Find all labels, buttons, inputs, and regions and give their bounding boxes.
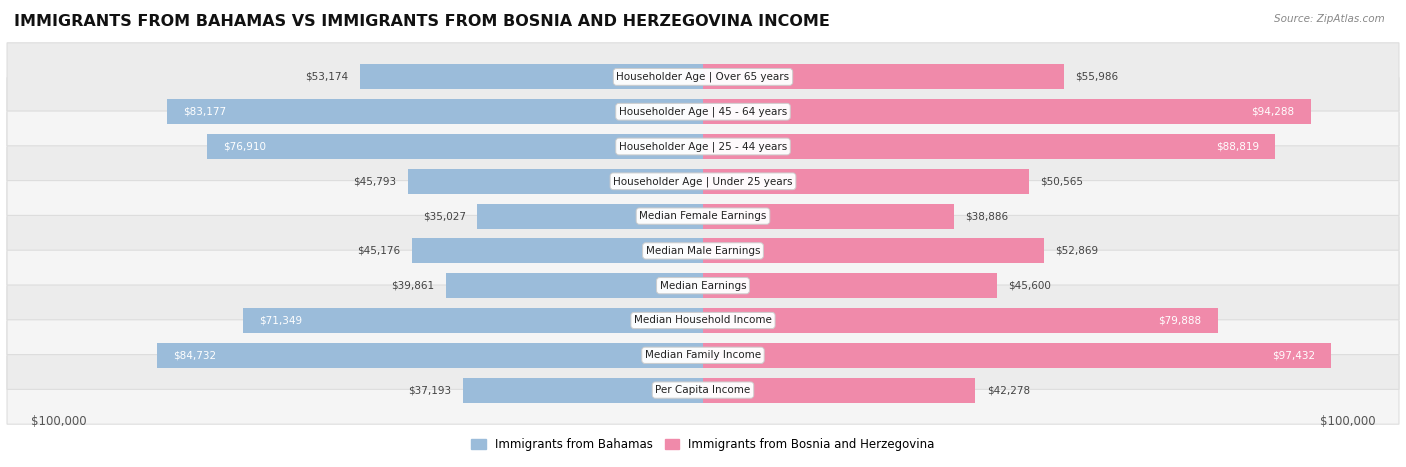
Text: Median Earnings: Median Earnings — [659, 281, 747, 290]
Text: $55,986: $55,986 — [1076, 72, 1119, 82]
FancyBboxPatch shape — [7, 217, 1399, 285]
Text: $50,565: $50,565 — [1040, 177, 1084, 186]
Bar — [412, 238, 703, 263]
Bar — [408, 169, 703, 194]
Bar — [703, 99, 1310, 124]
Text: $45,176: $45,176 — [357, 246, 401, 256]
Text: Median Family Income: Median Family Income — [645, 350, 761, 360]
Bar — [703, 204, 953, 229]
Text: $45,600: $45,600 — [1008, 281, 1052, 290]
Text: Per Capita Income: Per Capita Income — [655, 385, 751, 395]
FancyBboxPatch shape — [7, 356, 1399, 424]
Bar — [703, 377, 976, 403]
Bar — [207, 134, 703, 159]
Text: $38,886: $38,886 — [965, 211, 1008, 221]
Text: $37,193: $37,193 — [409, 385, 451, 395]
Text: Householder Age | 45 - 64 years: Householder Age | 45 - 64 years — [619, 106, 787, 117]
Text: Householder Age | Over 65 years: Householder Age | Over 65 years — [616, 71, 790, 82]
Text: Median Male Earnings: Median Male Earnings — [645, 246, 761, 256]
Text: $52,869: $52,869 — [1056, 246, 1098, 256]
Text: $45,793: $45,793 — [353, 177, 396, 186]
FancyBboxPatch shape — [7, 252, 1399, 320]
Text: $76,910: $76,910 — [224, 142, 267, 151]
Bar — [703, 64, 1064, 90]
Text: Source: ZipAtlas.com: Source: ZipAtlas.com — [1274, 14, 1385, 24]
Text: $71,349: $71,349 — [259, 316, 302, 325]
Text: $79,888: $79,888 — [1159, 316, 1202, 325]
FancyBboxPatch shape — [7, 43, 1399, 111]
Text: $35,027: $35,027 — [423, 211, 465, 221]
Text: $83,177: $83,177 — [183, 107, 226, 117]
Text: Householder Age | Under 25 years: Householder Age | Under 25 years — [613, 176, 793, 186]
Text: $84,732: $84,732 — [173, 350, 217, 360]
FancyBboxPatch shape — [7, 113, 1399, 181]
FancyBboxPatch shape — [7, 78, 1399, 146]
Bar — [167, 99, 703, 124]
Bar — [703, 343, 1331, 368]
FancyBboxPatch shape — [7, 182, 1399, 250]
Text: $88,819: $88,819 — [1216, 142, 1260, 151]
Bar — [703, 134, 1275, 159]
Bar — [360, 64, 703, 90]
Bar — [703, 308, 1218, 333]
Bar — [446, 273, 703, 298]
Text: $39,861: $39,861 — [391, 281, 434, 290]
Text: IMMIGRANTS FROM BAHAMAS VS IMMIGRANTS FROM BOSNIA AND HERZEGOVINA INCOME: IMMIGRANTS FROM BAHAMAS VS IMMIGRANTS FR… — [14, 14, 830, 29]
Bar — [477, 204, 703, 229]
Text: Median Female Earnings: Median Female Earnings — [640, 211, 766, 221]
Text: Householder Age | 25 - 44 years: Householder Age | 25 - 44 years — [619, 141, 787, 152]
Bar — [703, 273, 997, 298]
Bar — [703, 238, 1043, 263]
Text: Median Household Income: Median Household Income — [634, 316, 772, 325]
Text: $97,432: $97,432 — [1271, 350, 1315, 360]
Legend: Immigrants from Bahamas, Immigrants from Bosnia and Herzegovina: Immigrants from Bahamas, Immigrants from… — [471, 438, 935, 451]
Text: $53,174: $53,174 — [305, 72, 349, 82]
FancyBboxPatch shape — [7, 286, 1399, 354]
Bar — [243, 308, 703, 333]
Text: $42,278: $42,278 — [987, 385, 1031, 395]
Bar — [464, 377, 703, 403]
Bar — [157, 343, 703, 368]
Text: $94,288: $94,288 — [1251, 107, 1295, 117]
FancyBboxPatch shape — [7, 147, 1399, 215]
FancyBboxPatch shape — [7, 321, 1399, 389]
Bar — [703, 169, 1029, 194]
